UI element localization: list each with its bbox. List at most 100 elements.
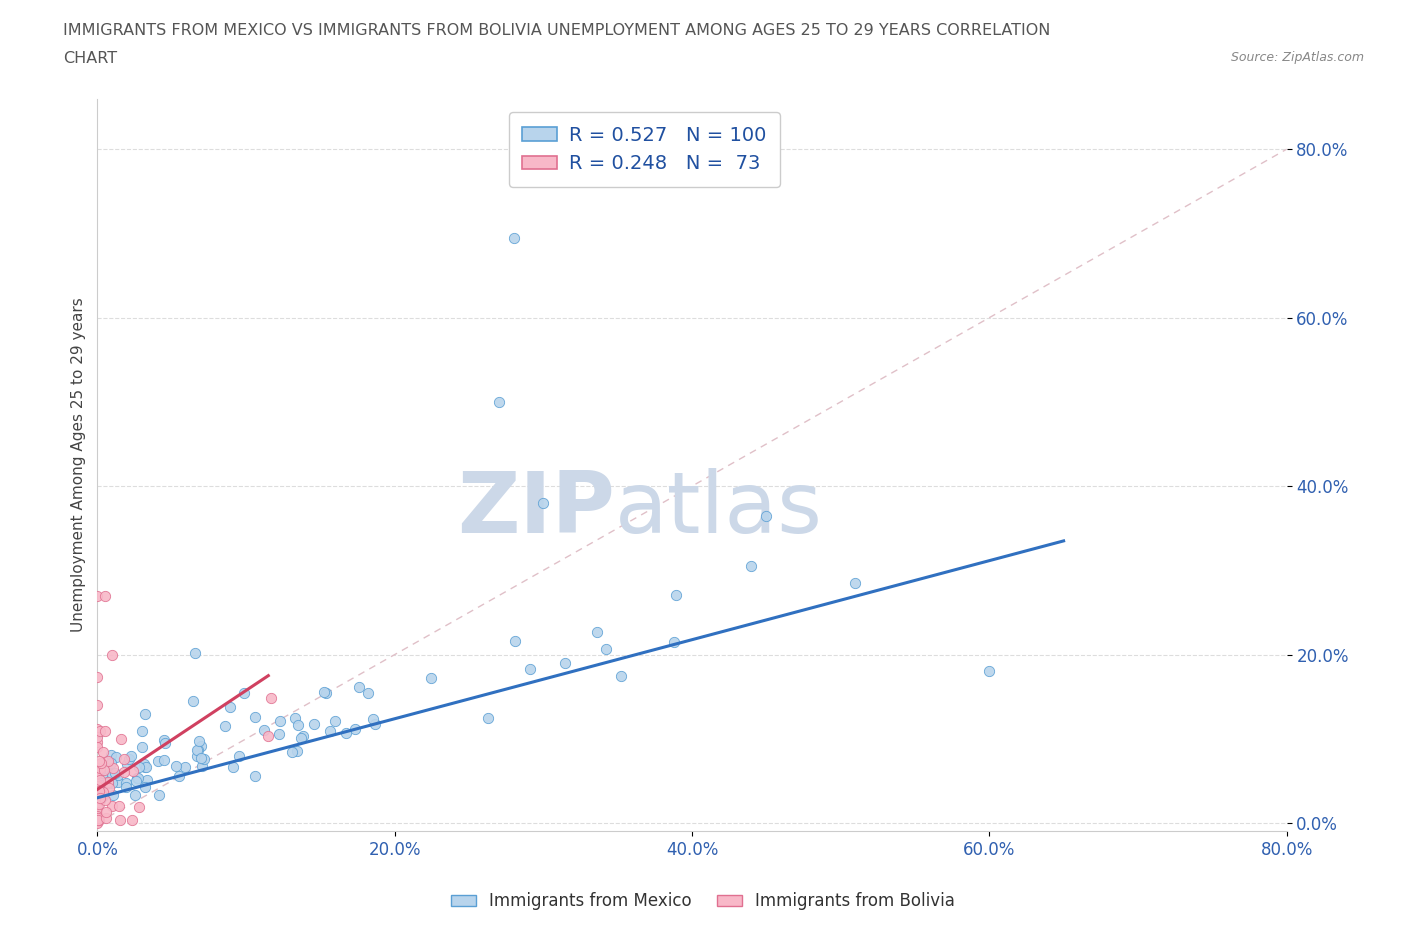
Point (86, 805, 108, 820)
Point (979, 664, 1001, 679)
Point (87, 810, 110, 825)
Point (86, 808, 108, 823)
Point (118, 751, 141, 766)
Point (90, 787, 112, 802)
Point (89, 773, 111, 788)
Point (91, 744, 114, 759)
Point (167, 769, 190, 784)
Point (554, 655, 576, 670)
Point (86, 779, 108, 794)
Point (135, 760, 157, 775)
Point (86, 803, 108, 817)
Point (86, 761, 108, 776)
Point (131, 740, 153, 755)
Point (86, 698, 108, 712)
Point (114, 779, 136, 794)
Point (610, 669, 633, 684)
Point (112, 751, 135, 766)
Point (86, 765, 108, 780)
Point (257, 728, 280, 743)
Point (148, 788, 170, 803)
Point (86, 765, 108, 780)
Point (89, 784, 111, 799)
Point (101, 799, 124, 814)
Point (222, 760, 245, 775)
Point (89, 724, 111, 738)
Point (86, 815, 108, 830)
Point (304, 716, 326, 731)
Point (586, 625, 609, 640)
Point (134, 706, 156, 721)
Point (86, 805, 108, 820)
Point (662, 634, 685, 649)
Point (152, 752, 174, 767)
Point (101, 647, 124, 662)
Point (100, 755, 122, 770)
Point (665, 587, 688, 602)
Point (104, 765, 127, 780)
Legend: R = 0.527   N = 100, R = 0.248   N =  73: R = 0.527 N = 100, R = 0.248 N = 73 (509, 113, 780, 187)
Point (100, 748, 122, 763)
Point (86, 790, 108, 804)
Point (188, 734, 211, 749)
Point (120, 749, 142, 764)
Point (86, 796, 108, 811)
Point (97, 781, 120, 796)
Point (191, 759, 214, 774)
Point (128, 760, 150, 775)
Point (86, 813, 108, 828)
Point (477, 711, 499, 725)
Point (86, 670, 108, 684)
Point (96, 761, 118, 776)
Point (117, 756, 139, 771)
Point (181, 694, 204, 709)
Point (86, 813, 108, 828)
Point (134, 760, 156, 775)
Point (89, 797, 111, 812)
Point (357, 685, 380, 700)
Point (86, 808, 108, 823)
Point (349, 680, 371, 695)
Point (153, 736, 176, 751)
Point (243, 768, 266, 783)
Point (419, 671, 441, 685)
Point (86, 803, 108, 817)
Point (269, 714, 291, 729)
Point (86, 777, 108, 791)
Point (287, 717, 309, 732)
Point (361, 711, 384, 726)
Point (335, 725, 357, 740)
Point (86, 730, 108, 745)
Point (86, 816, 108, 830)
Point (91, 786, 114, 801)
Point (89, 761, 111, 776)
Point (90, 755, 112, 770)
Point (89, 763, 111, 777)
Point (86, 790, 108, 805)
Point (323, 714, 346, 729)
Point (107, 767, 129, 782)
Point (312, 684, 335, 699)
Point (740, 559, 762, 574)
Point (96, 804, 118, 819)
Point (219, 700, 242, 715)
Point (86, 799, 108, 814)
Point (86, 811, 108, 826)
Point (186, 749, 208, 764)
Point (86, 811, 108, 826)
Point (93, 792, 115, 807)
Point (186, 743, 208, 758)
Point (165, 758, 187, 773)
Point (114, 776, 136, 790)
Point (318, 724, 340, 738)
Point (121, 813, 143, 828)
Point (90, 789, 112, 804)
Point (844, 576, 866, 591)
Point (343, 722, 366, 737)
Point (127, 771, 149, 786)
Point (267, 726, 290, 741)
Point (290, 730, 312, 745)
Point (97, 775, 120, 790)
Point (595, 642, 617, 657)
Point (281, 745, 304, 760)
